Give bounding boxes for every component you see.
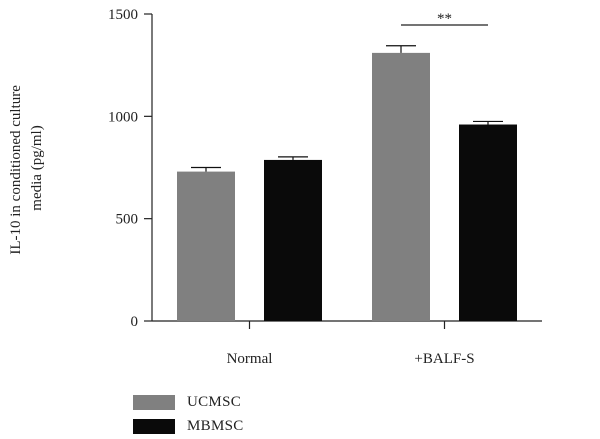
legend-swatch-mbmsc xyxy=(133,418,175,434)
legend-item-mbmsc: MBMSC xyxy=(133,415,244,437)
legend: UCMSC MBMSC xyxy=(133,391,244,439)
y-tick-label: 0 xyxy=(131,314,139,330)
y-axis: 0 500 1000 1500 xyxy=(108,7,153,330)
y-axis-title-line-2: media (pg/ml) xyxy=(29,125,45,210)
legend-swatch-ucmsc xyxy=(133,394,175,410)
y-tick-label: 500 xyxy=(116,212,139,228)
bar-mbmsc xyxy=(264,159,322,321)
y-tick-label: 1000 xyxy=(108,109,138,125)
x-axis: Normal +BALF-S xyxy=(152,320,542,367)
legend-label-ucmsc: UCMSC xyxy=(187,393,242,410)
bar-mbmsc xyxy=(459,124,517,322)
annotations: ** xyxy=(401,11,488,27)
y-axis-title-line-1: IL-10 in conditioned culture xyxy=(8,85,24,255)
significance-label: ** xyxy=(437,11,452,27)
x-tick-label: Normal xyxy=(227,351,273,367)
bar-ucmsc xyxy=(372,52,430,322)
x-tick-label: +BALF-S xyxy=(414,351,474,367)
y-tick-label: 1500 xyxy=(108,7,138,23)
y-axis-title: IL-10 in conditioned culture media (pg/m… xyxy=(8,81,45,254)
legend-label-mbmsc: MBMSC xyxy=(187,417,244,434)
bars xyxy=(177,45,517,322)
legend-item-ucmsc: UCMSC xyxy=(133,391,244,413)
bar-ucmsc xyxy=(177,171,235,321)
